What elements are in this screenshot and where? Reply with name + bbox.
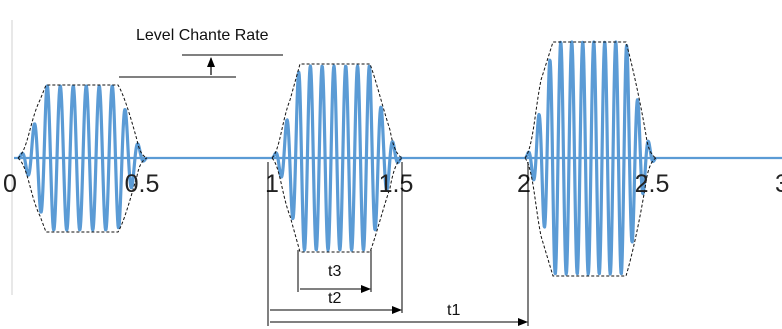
x-tick-label: 1	[265, 170, 279, 198]
burst-envelopes	[17, 41, 657, 277]
burst-waveforms	[14, 40, 782, 276]
interval-label-t2: t2	[328, 290, 341, 307]
interval-label-t3: t3	[328, 263, 341, 280]
x-tick-labels: 0 0.5 1 1.5 2 2.5 3	[3, 170, 782, 198]
waveform-burst-1	[16, 84, 148, 232]
waveform-burst-2	[270, 64, 404, 252]
envelope-burst-2	[271, 63, 403, 253]
envelope-burst-1	[17, 84, 148, 233]
x-tick-label: 0.5	[125, 170, 160, 198]
interval-label-t1: t1	[447, 302, 460, 319]
x-tick-label: 0	[3, 170, 17, 198]
x-tick-label: 2.5	[635, 170, 670, 198]
annotation-label: Level Chante Rate	[136, 27, 269, 44]
interval-labels: t3 t2 t1	[328, 263, 460, 319]
x-tick-label: 2	[517, 170, 531, 198]
interval-markers	[267, 162, 529, 326]
level-change-annotation: Level Chante Rate	[119, 27, 283, 78]
waveform-burst-3	[523, 40, 657, 276]
envelope-burst-3	[524, 41, 657, 277]
x-tick-label: 3	[775, 170, 782, 198]
x-tick-label: 1.5	[379, 170, 414, 198]
